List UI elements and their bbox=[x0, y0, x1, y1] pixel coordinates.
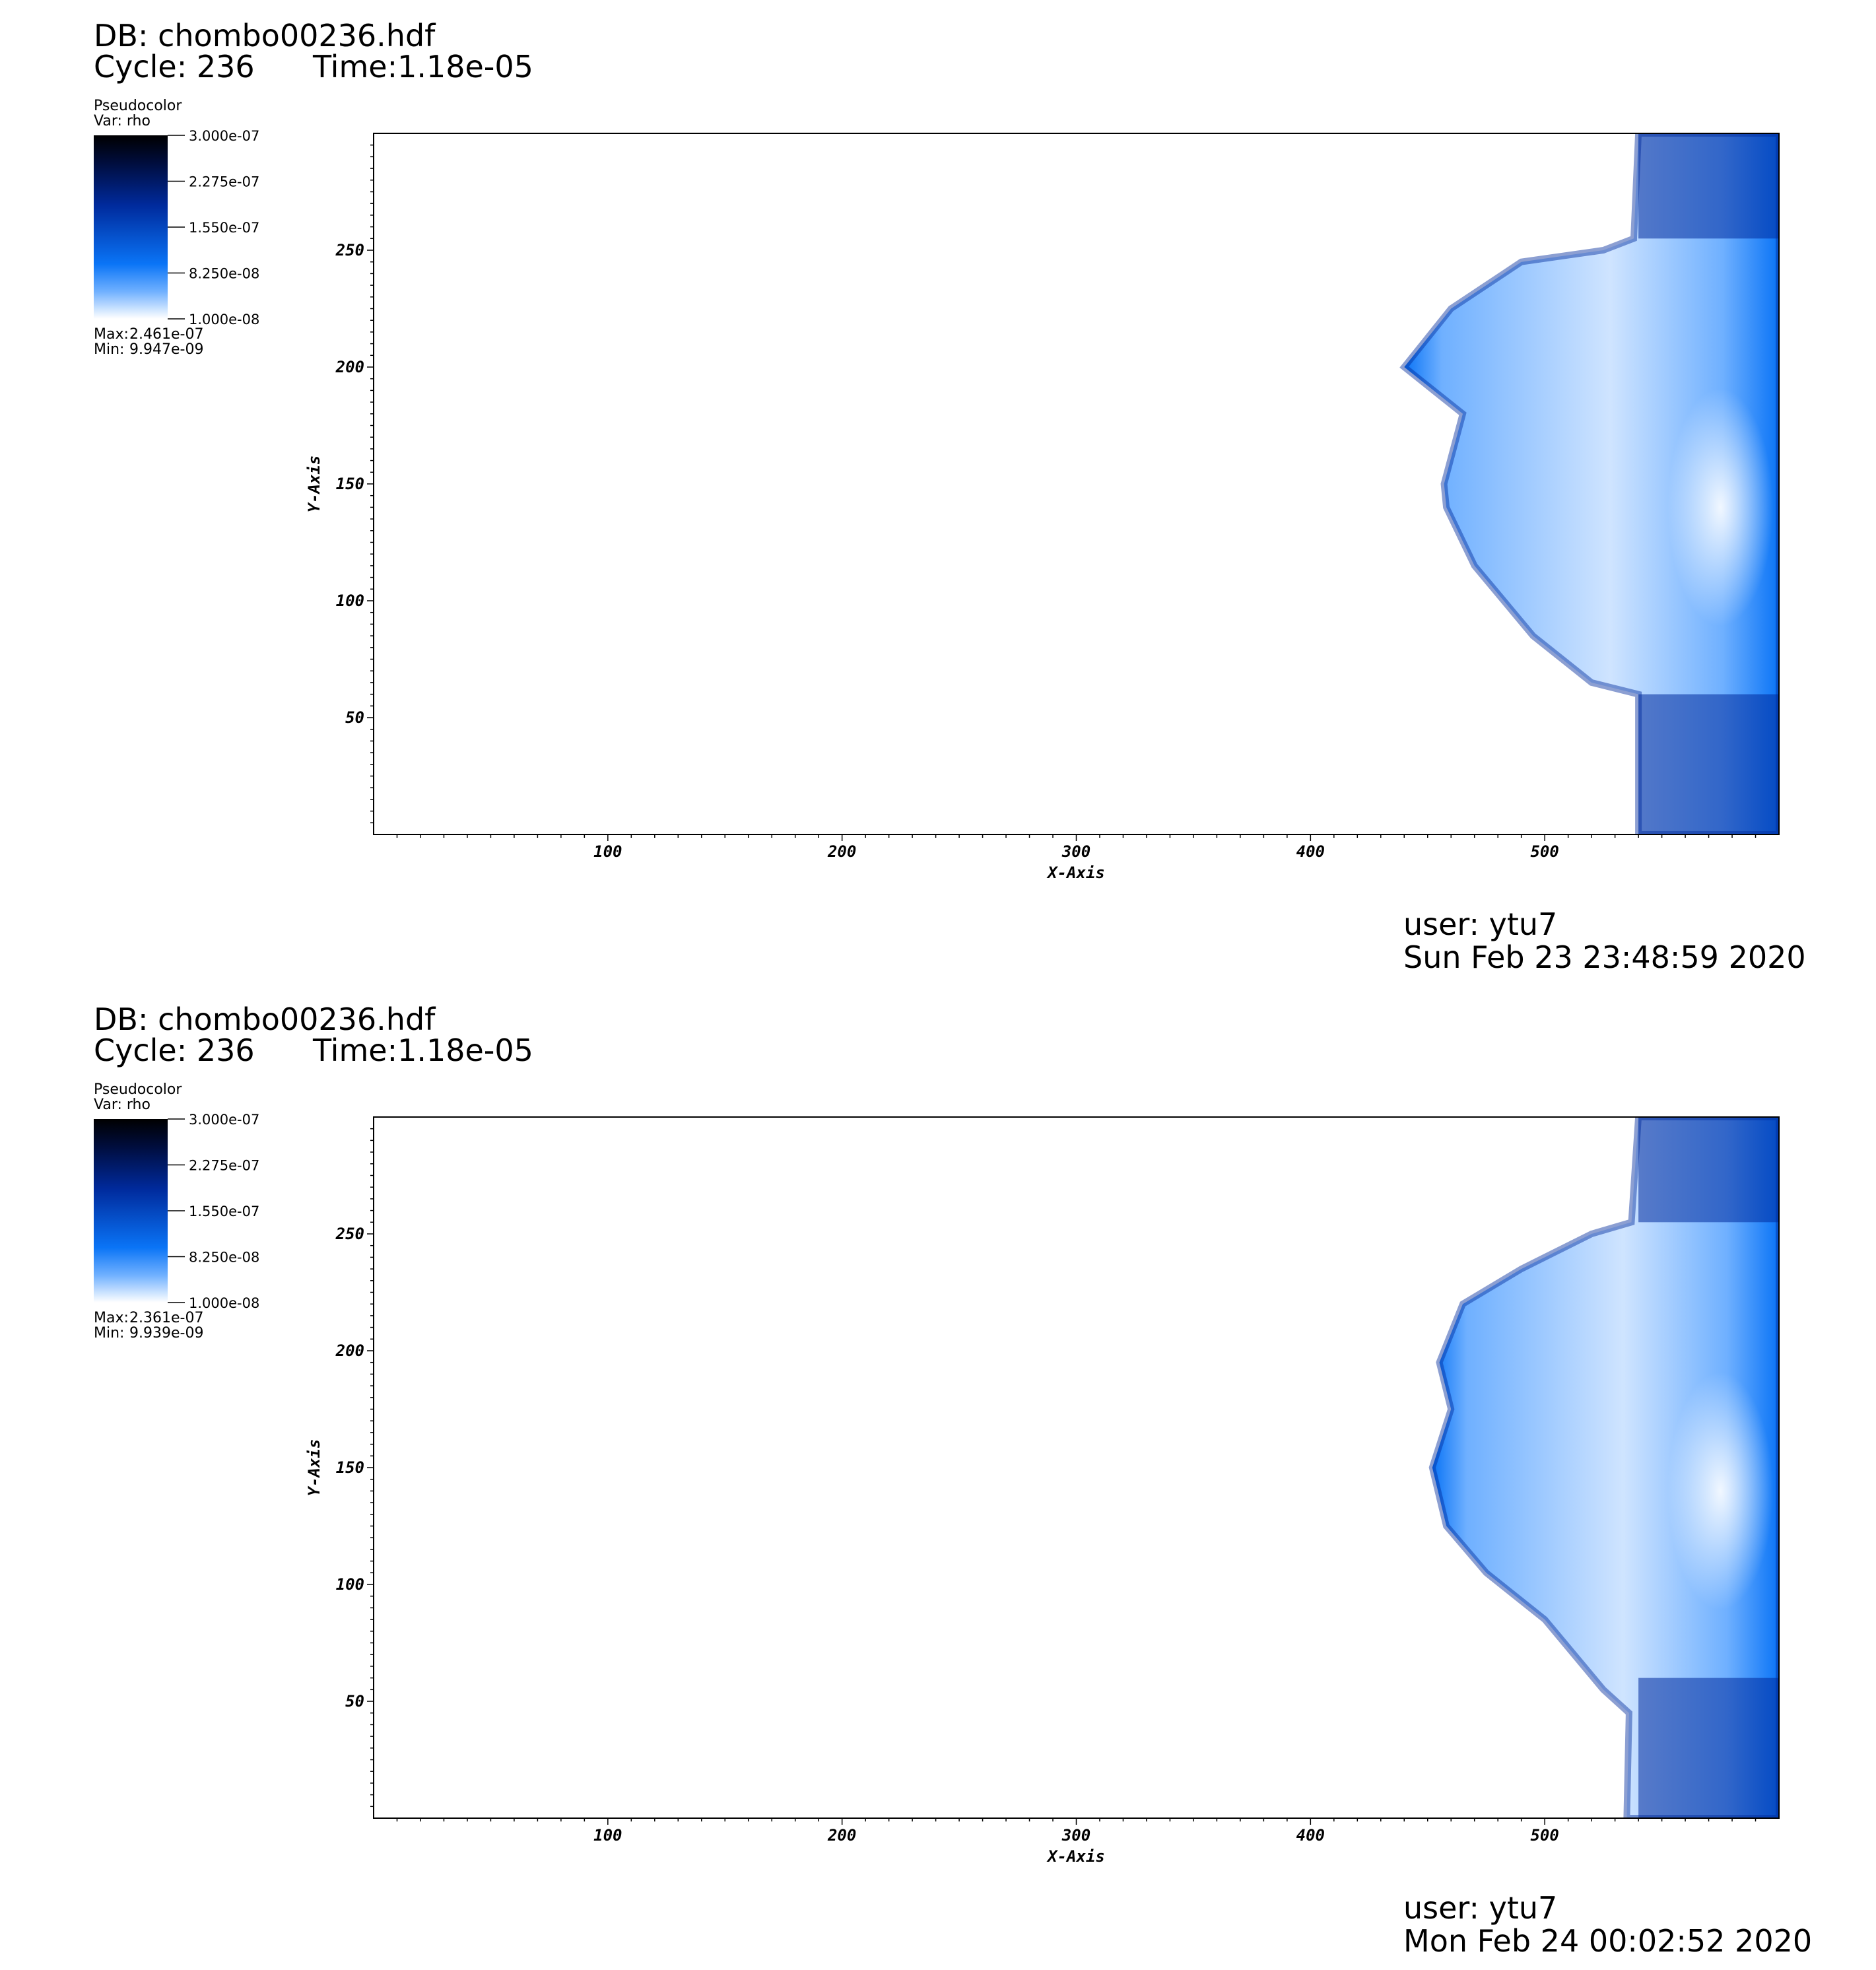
y-tick-label: 100 bbox=[336, 1575, 364, 1594]
pseudocolor-plot: 100 200 300 400 500 50 100 150 200 250 X-Axis Y-Axi… bbox=[168, 128, 1780, 882]
x-tick-label: 500 bbox=[1530, 842, 1558, 861]
x-tick-label: 200 bbox=[827, 1826, 856, 1845]
x-tick-label: 200 bbox=[827, 842, 856, 861]
db-label: DB: chombo00236.hdf bbox=[94, 18, 436, 53]
legend-max-label: Max: bbox=[94, 326, 129, 343]
density-region bbox=[1404, 133, 1779, 834]
low-density-core bbox=[1667, 388, 1774, 627]
y-tick-label: 250 bbox=[335, 241, 364, 259]
y-tick-label: 50 bbox=[345, 1692, 364, 1711]
legend-min-label: Min: bbox=[94, 1325, 125, 1342]
legend-max-value: 2.461e-07 bbox=[129, 326, 204, 343]
x-tick-label: 300 bbox=[1061, 1826, 1090, 1845]
legend-variable: Var: rho bbox=[94, 1097, 151, 1113]
legend-min-label: Min: bbox=[94, 341, 125, 358]
legend-max: Max: 2.361e-07 bbox=[94, 1310, 203, 1326]
x-tick-label: 400 bbox=[1296, 842, 1325, 861]
colorbar-tick-label: 3.000e-07 bbox=[189, 128, 259, 144]
legend-min: Min: 9.939e-09 bbox=[94, 1325, 203, 1342]
user-label: user: ytu7 bbox=[1403, 906, 1558, 942]
timestamp-label: Mon Feb 24 00:02:52 2020 bbox=[1403, 1923, 1813, 1959]
time-label: Time:1.18e-05 bbox=[313, 49, 533, 85]
cycle-time-row: Cycle: 236 Time:1.18e-05 bbox=[94, 49, 533, 85]
shock-front bbox=[1399, 133, 1779, 834]
shock-front bbox=[1428, 1117, 1779, 1818]
low-density-core bbox=[1667, 1372, 1774, 1610]
colorbar bbox=[94, 1119, 168, 1303]
colorbar-tick-label: 1.550e-07 bbox=[189, 220, 259, 236]
dense-region-top bbox=[1638, 133, 1779, 239]
colorbar-tick-label: 2.275e-07 bbox=[189, 174, 259, 190]
colorbar-tick-label: 2.275e-07 bbox=[189, 1158, 259, 1174]
x-axis-title: X-Axis bbox=[1046, 1847, 1105, 1866]
colorbar-tick-label: 1.000e-08 bbox=[189, 1295, 259, 1311]
x-tick-label: 100 bbox=[593, 842, 622, 861]
legend-max-label: Max: bbox=[94, 1310, 129, 1326]
dense-region-bottom bbox=[1638, 1678, 1779, 1818]
y-tick-label: 200 bbox=[335, 1342, 364, 1360]
y-axis-title: Y-Axis bbox=[305, 456, 323, 513]
x-axis-title: X-Axis bbox=[1046, 864, 1105, 882]
y-tick-label: 150 bbox=[336, 1458, 364, 1477]
y-tick-label: 200 bbox=[335, 358, 364, 376]
cycle-label: Cycle: 236 bbox=[94, 1033, 255, 1068]
plot-window-1: DB: chombo00236.hdf Cycle: 236 Time:1.18… bbox=[0, 0, 1876, 984]
colorbar-tick-label: 1.000e-08 bbox=[189, 312, 259, 327]
legend-min: Min: 9.947e-09 bbox=[94, 341, 203, 358]
legend-title: Pseudocolor bbox=[94, 98, 182, 114]
y-tick-label: 150 bbox=[336, 475, 364, 493]
legend-min-value: 9.947e-09 bbox=[129, 341, 204, 358]
cycle-time-row: Cycle: 236 Time:1.18e-05 bbox=[94, 1033, 533, 1068]
legend-variable: Var: rho bbox=[94, 113, 151, 129]
colorbar-tick-label: 3.000e-07 bbox=[189, 1112, 259, 1128]
x-tick-label: 400 bbox=[1296, 1826, 1325, 1845]
legend-max: Max: 2.461e-07 bbox=[94, 326, 203, 343]
density-field bbox=[1399, 133, 1779, 834]
dense-region-bottom bbox=[1638, 694, 1779, 834]
legend-max-value: 2.361e-07 bbox=[129, 1310, 204, 1326]
legend-title: Pseudocolor bbox=[94, 1081, 182, 1098]
y-tick-label: 50 bbox=[345, 708, 364, 727]
timestamp-label: Sun Feb 23 23:48:59 2020 bbox=[1403, 939, 1806, 975]
colorbar-tick-label: 8.250e-08 bbox=[189, 1250, 259, 1266]
y-tick-label: 100 bbox=[336, 592, 364, 610]
pseudocolor-plot: 100 200 300 400 500 50 100 150 200 250 X-Axis Y-Axi… bbox=[168, 1112, 1780, 1866]
legend-min-value: 9.939e-09 bbox=[129, 1325, 204, 1342]
plot-window-2: DB: chombo00236.hdf Cycle: 236 Time:1.18… bbox=[0, 984, 1876, 1967]
colorbar bbox=[94, 135, 168, 319]
time-label: Time:1.18e-05 bbox=[313, 1033, 533, 1068]
colorbar-tick-label: 1.550e-07 bbox=[189, 1204, 259, 1219]
x-tick-label: 100 bbox=[593, 1826, 622, 1845]
y-tick-label: 250 bbox=[335, 1225, 364, 1243]
cycle-label: Cycle: 236 bbox=[94, 49, 255, 85]
density-region bbox=[1432, 1117, 1779, 1818]
y-axis-title: Y-Axis bbox=[305, 1439, 323, 1497]
db-label: DB: chombo00236.hdf bbox=[94, 1002, 436, 1037]
dense-region-top bbox=[1638, 1117, 1779, 1223]
density-field bbox=[1428, 1117, 1779, 1818]
user-label: user: ytu7 bbox=[1403, 1890, 1558, 1926]
x-tick-label: 500 bbox=[1530, 1826, 1558, 1845]
colorbar-tick-label: 8.250e-08 bbox=[189, 266, 259, 282]
x-tick-label: 300 bbox=[1061, 842, 1090, 861]
